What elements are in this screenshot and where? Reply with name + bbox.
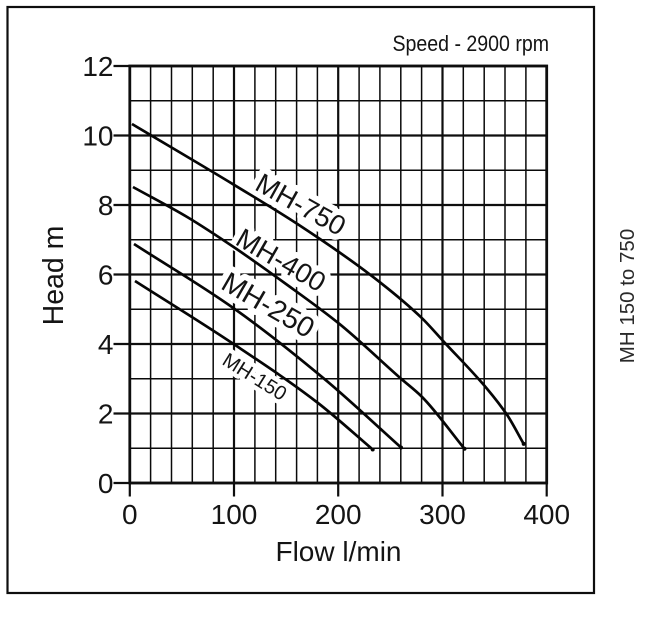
svg-text:200: 200 [315,499,362,530]
svg-text:100: 100 [211,499,258,530]
svg-text:MH 150 to 750: MH 150 to 750 [616,229,639,363]
svg-text:6: 6 [98,259,114,290]
svg-text:10: 10 [82,120,113,151]
svg-text:0: 0 [98,468,114,499]
svg-text:2: 2 [98,398,114,429]
svg-text:Head m: Head m [38,226,70,326]
svg-text:300: 300 [419,499,466,530]
svg-text:Flow l/min: Flow l/min [275,536,401,567]
svg-text:12: 12 [82,51,113,82]
svg-text:8: 8 [98,190,114,221]
svg-text:4: 4 [98,329,114,360]
svg-text:400: 400 [523,499,570,530]
svg-text:0: 0 [122,499,138,530]
svg-text:Speed - 2900 rpm: Speed - 2900 rpm [393,31,550,56]
